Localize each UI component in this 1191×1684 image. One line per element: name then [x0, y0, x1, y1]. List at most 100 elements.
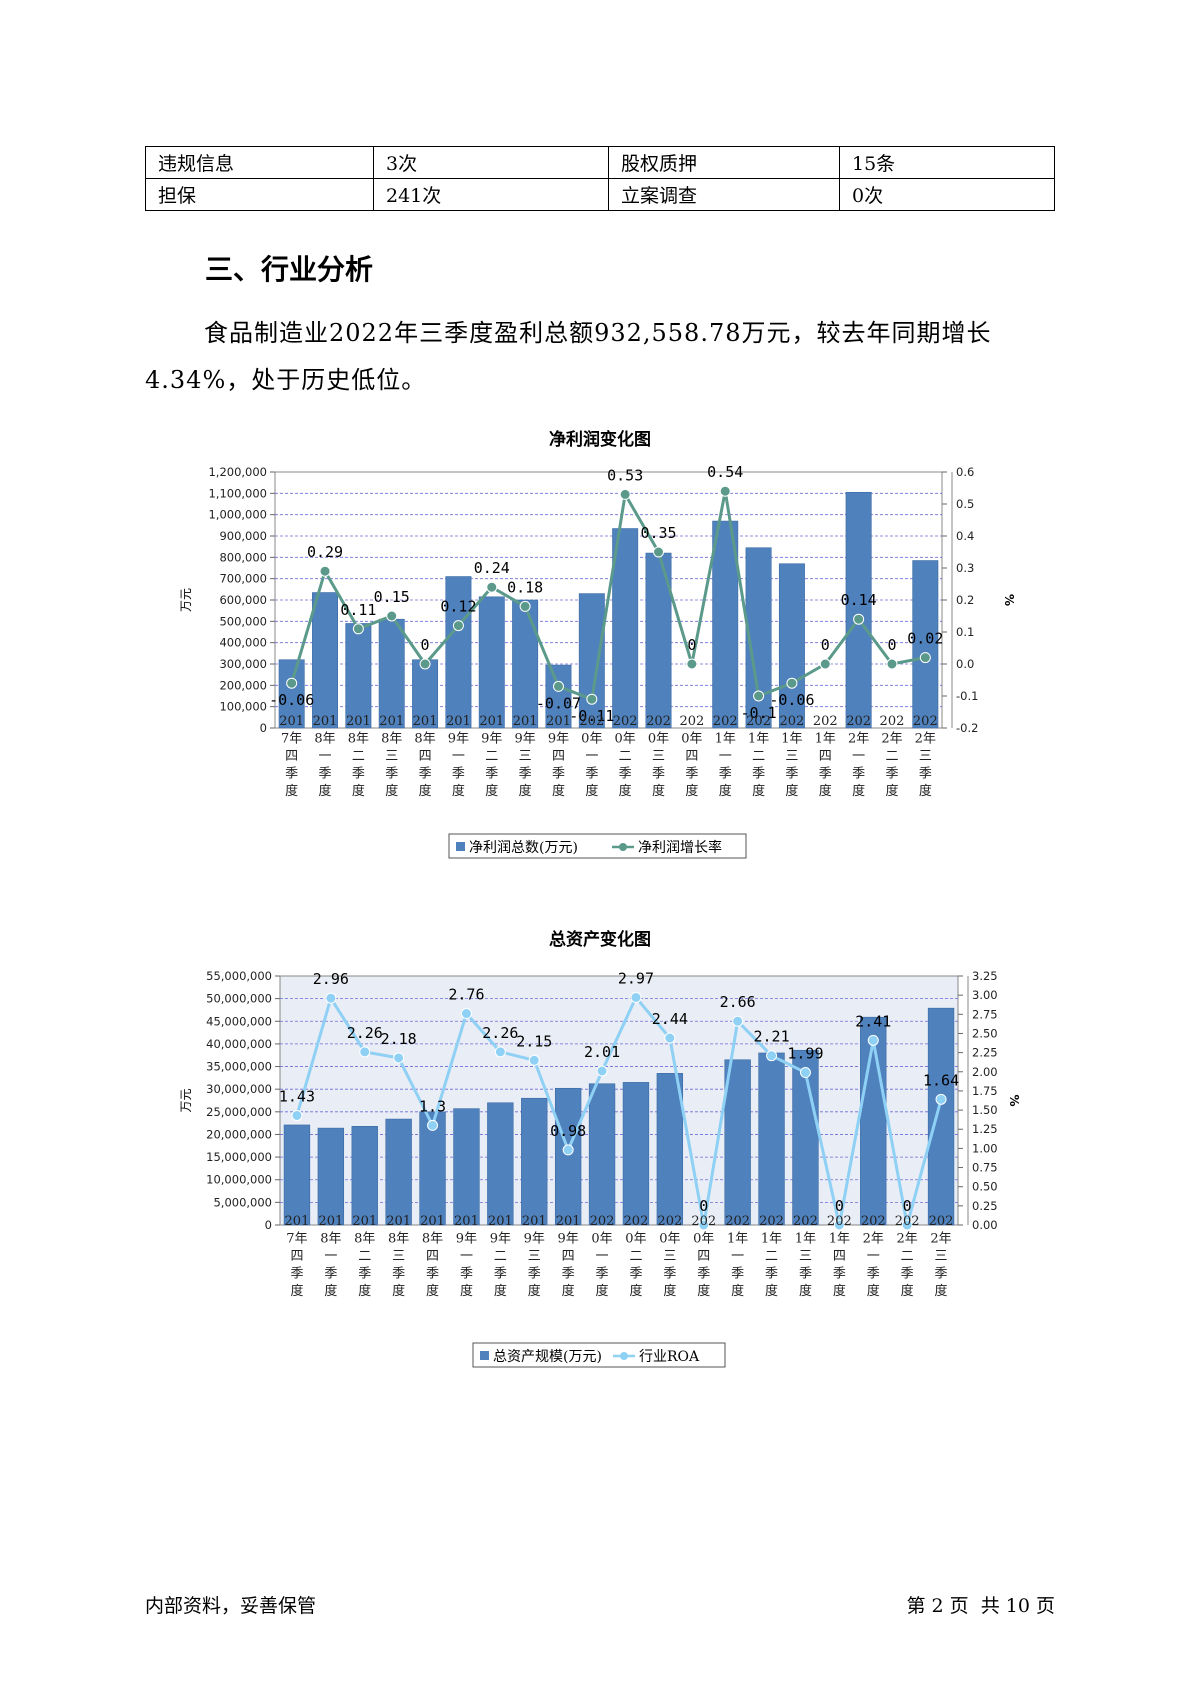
- data-label: 1.64: [923, 1071, 959, 1089]
- bar: [712, 520, 739, 729]
- data-point: [552, 680, 564, 692]
- data-label: 0: [699, 1197, 708, 1215]
- x-tick-label: 度: [485, 783, 498, 799]
- x-tick-label: 度: [596, 1283, 609, 1299]
- x-tick-label: 二: [765, 1249, 778, 1264]
- x-tick-label: 度: [519, 783, 532, 799]
- data-label: 2.44: [652, 1010, 688, 1028]
- y2-tick-label: 0.3: [956, 561, 974, 575]
- x-tick-label: 季: [719, 767, 732, 782]
- x-tick-label: 0年: [615, 732, 636, 747]
- x-tick-label: 度: [290, 1283, 303, 1299]
- x-tick-label: 二: [485, 749, 498, 764]
- y2-tick-label: 0.4: [956, 529, 974, 543]
- bar: [278, 659, 305, 729]
- bar: [656, 1073, 684, 1226]
- y-tick-label: 800,000: [219, 550, 267, 564]
- data-point: [460, 1008, 472, 1020]
- x-tick-label: 季: [419, 767, 432, 782]
- x-tick-label: 度: [819, 783, 832, 799]
- x-tick-label: 度: [731, 1283, 744, 1299]
- y2-tick-label: -0.1: [956, 689, 978, 703]
- y-tick-label: 10,000,000: [206, 1173, 272, 1187]
- data-point: [352, 623, 364, 635]
- x-tick-label: 度: [765, 1283, 778, 1299]
- data-label: 0: [421, 636, 430, 654]
- x-tick-label: 一: [731, 1249, 744, 1264]
- y2-tick-label: 0.0: [956, 657, 974, 671]
- x-tick-label: 201: [352, 1214, 377, 1229]
- x-tick-label: 二: [752, 749, 765, 764]
- x-tick-label: 一: [460, 1249, 473, 1264]
- x-tick-label: 季: [901, 1267, 914, 1282]
- bar: [860, 1016, 887, 1226]
- x-tick-label: 201: [513, 714, 538, 729]
- y2-tick-label: 2.75: [972, 1007, 998, 1021]
- y2-tick-label: 0.25: [972, 1199, 998, 1213]
- x-tick-label: 度: [352, 783, 365, 799]
- x-tick-label: 202: [691, 1214, 716, 1229]
- y-tick-label: 300,000: [219, 657, 267, 671]
- x-tick-label: 季: [285, 767, 298, 782]
- y-tick-label: 25,000,000: [206, 1105, 272, 1119]
- x-tick-label: 9年: [456, 1232, 477, 1247]
- legend-line-label: 净利润增长率: [638, 839, 722, 856]
- x-tick-label: 度: [562, 1283, 575, 1299]
- y-tick-label: 50,000,000: [206, 992, 272, 1006]
- data-label: 0.02: [907, 630, 943, 648]
- x-tick-label: 二: [358, 1249, 371, 1264]
- data-point: [867, 1034, 879, 1046]
- y-tick-label: 40,000,000: [206, 1037, 272, 1051]
- x-tick-label: 季: [385, 767, 398, 782]
- data-point: [519, 600, 531, 612]
- y2-axis-title: %: [1002, 594, 1016, 606]
- x-tick-label: 二: [352, 749, 365, 764]
- x-tick-label: 9年: [558, 1232, 579, 1247]
- data-point: [596, 1065, 608, 1077]
- data-point: [935, 1093, 947, 1105]
- bar: [927, 1007, 955, 1226]
- x-tick-label: 三: [799, 1249, 812, 1264]
- y-tick-label: 0: [260, 721, 267, 735]
- bar: [845, 491, 872, 729]
- x-tick-label: 202: [590, 1214, 615, 1229]
- x-tick-label: 三: [935, 1249, 948, 1264]
- data-label: 0.15: [374, 588, 410, 606]
- x-tick-label: 201: [346, 714, 371, 729]
- y-tick-label: 600,000: [219, 593, 267, 607]
- data-label: 0.18: [507, 578, 543, 596]
- x-tick-label: 季: [785, 767, 798, 782]
- x-tick-label: 度: [585, 783, 598, 799]
- x-tick-label: 度: [319, 783, 332, 799]
- x-tick-label: 202: [846, 714, 871, 729]
- x-tick-label: 季: [519, 767, 532, 782]
- chart-title: 净利润变化图: [549, 429, 651, 450]
- bar: [622, 1082, 650, 1226]
- y2-tick-label: 0.5: [956, 497, 974, 511]
- x-tick-label: 202: [713, 714, 738, 729]
- x-tick-label: 202: [579, 714, 604, 729]
- table-cell: 立案调查: [608, 178, 840, 211]
- table-row: 担保 241次 立案调查 0次: [145, 178, 1055, 211]
- x-tick-label: 202: [725, 1214, 750, 1229]
- x-tick-label: 季: [358, 1267, 371, 1282]
- data-point: [664, 1032, 676, 1044]
- x-tick-label: 季: [324, 1267, 337, 1282]
- y-tick-label: 20,000,000: [206, 1127, 272, 1141]
- data-point: [528, 1054, 540, 1066]
- bar: [521, 1097, 548, 1226]
- data-point: [359, 1046, 371, 1058]
- x-tick-label: 一: [324, 1249, 337, 1264]
- data-point: [766, 1050, 778, 1062]
- x-tick-label: 2年: [848, 732, 869, 747]
- x-tick-label: 度: [752, 783, 765, 799]
- bar: [545, 664, 572, 729]
- data-label: 0.24: [474, 559, 510, 577]
- data-point: [419, 658, 431, 670]
- x-tick-label: 度: [935, 1283, 948, 1299]
- x-tick-label: 201: [420, 1214, 445, 1229]
- legend-box: [472, 1342, 726, 1368]
- y2-tick-label: 1.00: [972, 1141, 998, 1155]
- data-point: [919, 652, 931, 664]
- data-label: 0.11: [340, 601, 376, 619]
